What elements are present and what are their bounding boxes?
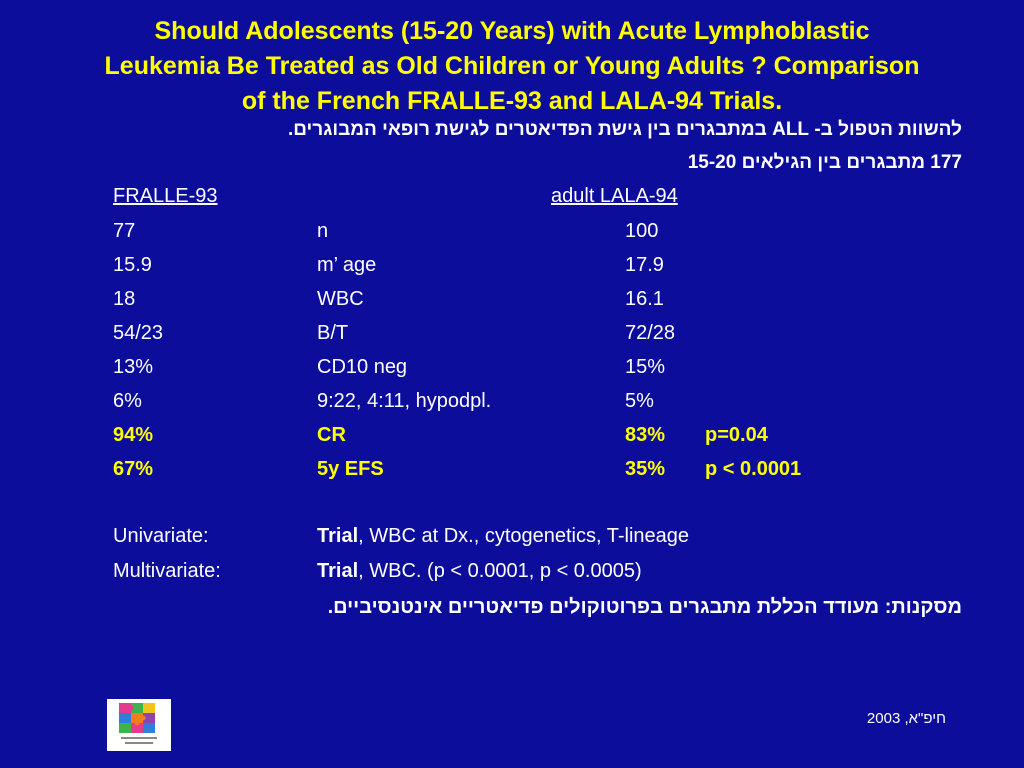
table-row-highlight: 67% 5y EFS 35% p < 0.0001 <box>0 458 1024 490</box>
fralle-value: 54/23 <box>113 322 164 344</box>
title-line-3: of the French FRALLE-93 and LALA-94 Tria… <box>241 87 783 115</box>
hebrew-conclusion: מסקנות: מעודד הכללת מתבגרים בפרוטוקולים … <box>327 596 962 618</box>
lala-value: 35% <box>625 458 666 480</box>
lala-value: 100 <box>625 220 659 242</box>
hebrew-objective: להשוות הטפול ב- ALL במתבגרים בין גישת הפ… <box>287 119 962 140</box>
lala-value: 16.1 <box>625 288 664 310</box>
slide-title: Should Adolescents (15-20 Years) with Ac… <box>20 14 1004 119</box>
lala-value: 72/28 <box>625 322 676 344</box>
table-row: 15.9 m’ age 17.9 <box>0 254 1024 286</box>
multivariate-rest: , WBC. (p < 0.0001, p < 0.0005) <box>358 560 642 582</box>
multivariate-factors: Trial, WBC. (p < 0.0001, p < 0.0005) <box>317 560 642 583</box>
column-header-fralle: FRALLE-93 <box>113 185 218 207</box>
fralle-value: 15.9 <box>113 254 152 276</box>
fralle-value: 94% <box>113 424 154 446</box>
parameter-label: 9:22, 4:11, hypodpl. <box>317 390 492 412</box>
p-value: p=0.04 <box>705 424 768 446</box>
table-row: 77 n 100 <box>0 220 1024 252</box>
multivariate-label: Multivariate: <box>113 560 221 582</box>
p-value: p < 0.0001 <box>705 458 802 480</box>
lala-value: 83% <box>625 424 666 446</box>
table-row: 18 WBC 16.1 <box>0 288 1024 320</box>
table-row: 13% CD10 neg 15% <box>0 356 1024 388</box>
title-line-2: Leukemia Be Treated as Old Children or Y… <box>104 52 920 80</box>
table-row-highlight: 94% CR 83% p=0.04 <box>0 424 1024 456</box>
fralle-value: 6% <box>113 390 142 412</box>
parameter-label: B/T <box>317 322 349 344</box>
multivariate-trial: Trial <box>317 560 359 582</box>
parameter-label: WBC <box>317 288 364 310</box>
column-header-lala: adult LALA-94 <box>551 185 678 207</box>
title-line-1: Should Adolescents (15-20 Years) with Ac… <box>154 17 870 45</box>
fralle-value: 13% <box>113 356 154 378</box>
univariate-trial: Trial <box>317 525 359 547</box>
table-row: 6% 9:22, 4:11, hypodpl. 5% <box>0 390 1024 422</box>
parameter-label: CR <box>317 424 346 446</box>
parameter-label: 5y EFS <box>317 458 384 480</box>
fralle-value: 77 <box>113 220 136 242</box>
fralle-value: 18 <box>113 288 136 310</box>
lala-value: 5% <box>625 390 654 412</box>
lala-value: 15% <box>625 356 666 378</box>
univariate-rest: , WBC at Dx., cytogenetics, T-lineage <box>358 525 690 547</box>
hebrew-population: 177 מתבגרים בין הגילאים 15-20 <box>687 152 962 173</box>
parameter-label: CD10 neg <box>317 356 408 378</box>
fralle-value: 67% <box>113 458 154 480</box>
univariate-factors: Trial, WBC at Dx., cytogenetics, T-linea… <box>317 525 689 548</box>
puzzle-logo <box>107 699 171 751</box>
parameter-label: n <box>317 220 329 242</box>
footer-date: חיפ"א, 2003 <box>866 710 946 727</box>
lala-value: 17.9 <box>625 254 664 276</box>
table-row: 54/23 B/T 72/28 <box>0 322 1024 354</box>
parameter-label: m’ age <box>317 254 377 276</box>
puzzle-logo-icon <box>107 699 171 751</box>
univariate-label: Univariate: <box>113 525 209 547</box>
